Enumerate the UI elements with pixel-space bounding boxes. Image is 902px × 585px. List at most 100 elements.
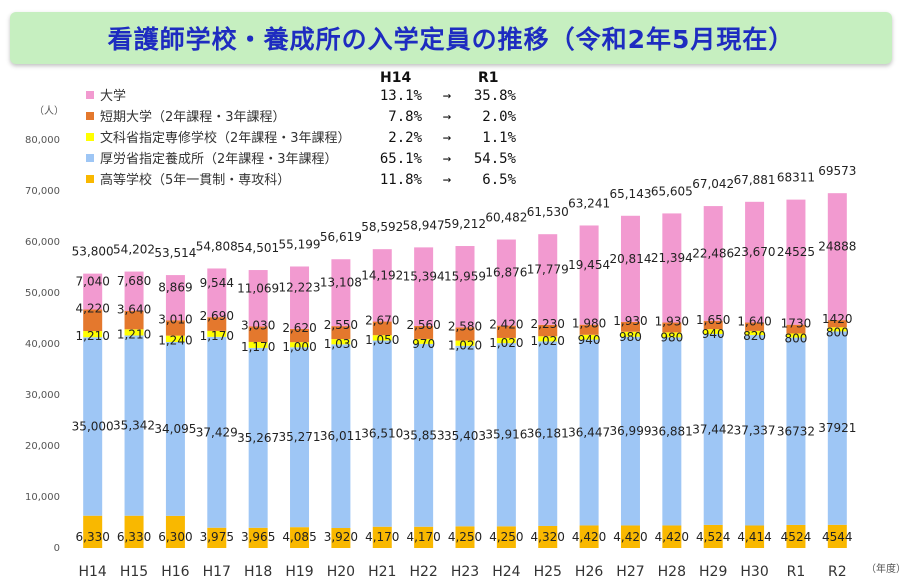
x-axis: H14 H15 H16 H17 H18 H19 H20 H21 H22 H23 H24 H25 H26 H… <box>79 564 847 580</box>
data-label: 2,620 <box>282 321 316 335</box>
data-label: 7,680 <box>117 274 151 288</box>
legend-label: 厚労省指定養成所（2年課程・3年課程） <box>100 151 338 167</box>
data-label: 4544 <box>822 530 853 544</box>
data-label: 37,442 <box>692 422 734 436</box>
data-label: 1,650 <box>696 313 730 327</box>
legend-from-value: 65.1% <box>380 151 423 167</box>
data-label: 36,011 <box>320 429 362 443</box>
legend-from-value: 2.2% <box>388 130 422 146</box>
bar-segment <box>455 327 475 341</box>
x-tick-label: H14 <box>79 564 107 580</box>
bar-segment <box>662 525 682 548</box>
data-label: 6,330 <box>117 530 151 544</box>
data-label: 3,920 <box>324 530 358 544</box>
bar-segment <box>207 527 227 548</box>
legend-label: 大学 <box>100 88 126 104</box>
x-tick-label: H18 <box>244 564 272 580</box>
data-label: 1,640 <box>737 315 771 329</box>
data-label: 1,020 <box>531 334 565 348</box>
bar-segment <box>786 333 806 338</box>
bar-segment <box>248 347 268 528</box>
x-tick-label: R1 <box>787 564 806 580</box>
bar-segment <box>165 335 185 342</box>
bar-segment <box>620 321 640 332</box>
bar-segment <box>496 337 516 344</box>
data-label: 2,670 <box>365 314 399 328</box>
data-label: 1,210 <box>76 329 110 343</box>
bar-segment <box>745 335 765 526</box>
y-tick-label: 40,000 <box>25 339 60 350</box>
bar-segment <box>455 345 475 527</box>
y-tick-label: 60,000 <box>25 237 60 248</box>
bar-segment <box>662 322 682 333</box>
data-label: 37,337 <box>734 423 776 437</box>
bar-segment <box>538 525 558 548</box>
data-label: 4,420 <box>613 530 647 544</box>
data-label: 2,580 <box>448 319 482 333</box>
chart-title: 看護師学校・養成所の入学定員の推移（令和2年5月現在） <box>107 25 795 54</box>
bar-segment <box>496 526 516 548</box>
data-label: 3,030 <box>241 318 275 332</box>
bar-segment <box>620 336 640 526</box>
bar-segment <box>786 199 806 325</box>
bar-segment <box>620 331 640 337</box>
data-label: 12,223 <box>279 281 321 295</box>
x-tick-label: H16 <box>161 564 189 580</box>
bar-segment <box>248 341 268 348</box>
data-label: 2,560 <box>406 318 440 332</box>
data-label: 4,420 <box>655 530 689 544</box>
bar-segment <box>248 326 268 342</box>
bar-segment <box>414 325 434 339</box>
data-label: 4,420 <box>572 530 606 544</box>
data-label: 36732 <box>777 424 815 438</box>
data-label: 35,403 <box>444 429 486 443</box>
data-label: 8,869 <box>158 281 192 295</box>
data-label: 4,414 <box>737 530 771 544</box>
total-label: 68311 <box>777 171 815 185</box>
legend-arrow: → <box>443 109 451 125</box>
bar-segment <box>124 310 144 330</box>
x-tick-label: R2 <box>828 564 847 580</box>
bar-segment <box>83 273 103 310</box>
bar-segment <box>745 330 765 336</box>
bar-segment <box>620 215 640 322</box>
data-label: 1,240 <box>158 334 192 348</box>
y-tick-label: 0 <box>54 543 60 554</box>
bar-segment <box>579 324 599 335</box>
data-label: 1730 <box>781 317 812 331</box>
bar-segment <box>331 259 351 327</box>
bar-segment <box>745 322 765 331</box>
total-label: 60,482 <box>485 211 527 225</box>
legend-header-to: R1 <box>478 70 499 86</box>
bar-segment <box>248 270 268 327</box>
total-label: 67,042 <box>692 177 734 191</box>
bar-segment <box>165 320 185 336</box>
data-label: 3,010 <box>158 312 192 326</box>
bar-segment <box>83 337 103 516</box>
bar-segment <box>455 246 475 328</box>
legend-to-value: 54.5% <box>474 151 517 167</box>
bar-segment <box>372 249 392 322</box>
x-tick-label: H17 <box>203 564 231 580</box>
bar-segment <box>290 266 310 329</box>
data-label: 2,420 <box>489 318 523 332</box>
x-tick-label: H19 <box>285 564 313 580</box>
total-label: 69573 <box>818 164 856 178</box>
legend-arrow: → <box>443 130 451 146</box>
data-label: 24525 <box>777 245 815 259</box>
data-label: 1,050 <box>365 333 399 347</box>
y-axis: 0 10,000 20,000 30,000 40,000 50,000 60,000 70,… <box>25 135 60 554</box>
legend-label: 短期大学（2年課程・3年課程） <box>100 109 286 125</box>
data-label: 36,181 <box>527 427 569 441</box>
data-label: 35,000 <box>72 419 114 433</box>
bar-segment <box>165 341 185 516</box>
y-tick-label: 70,000 <box>25 186 60 197</box>
bar-segment <box>207 268 227 318</box>
bar-segment <box>496 343 516 527</box>
data-label: 1,210 <box>117 327 151 341</box>
data-label: 820 <box>743 329 766 343</box>
y-tick-label: 10,000 <box>25 492 60 503</box>
y-tick-label: 80,000 <box>25 135 60 146</box>
data-label: 9,544 <box>200 276 234 290</box>
data-label: 13,108 <box>320 276 362 290</box>
